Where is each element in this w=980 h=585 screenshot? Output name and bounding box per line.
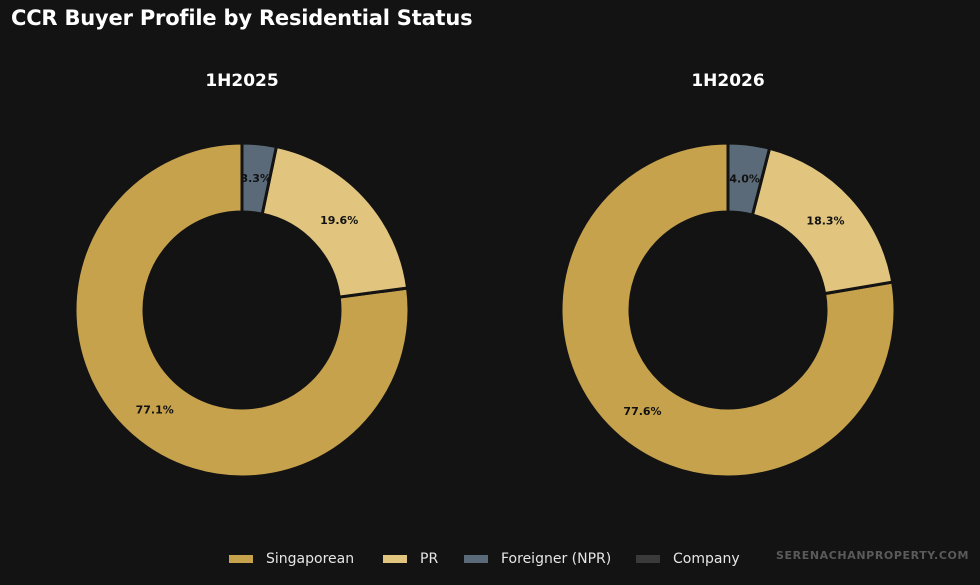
donut-1-slice-foreigner-npr bbox=[240, 141, 279, 216]
legend-item-foreigner: Foreigner (NPR) bbox=[464, 551, 611, 567]
legend-label-foreigner: Foreigner (NPR) bbox=[501, 551, 612, 567]
legend-swatch-foreigner bbox=[464, 555, 488, 563]
donut-1-slice-singaporean bbox=[73, 141, 411, 479]
legend: Singaporean PR Foreigner (NPR) Company bbox=[0, 551, 980, 571]
legend-item-company: Company bbox=[636, 551, 740, 567]
donut-1-label-pr: 19.6% bbox=[320, 214, 358, 227]
donut-1-title: 1H2025 bbox=[205, 71, 278, 91]
donut-1-slice-pr bbox=[260, 144, 410, 299]
donut-2-label-foreigner-npr: 4.0% bbox=[729, 173, 760, 186]
legend-swatch-singaporean bbox=[229, 555, 253, 563]
legend-label-singaporean: Singaporean bbox=[266, 551, 355, 567]
donut-2-label-pr: 18.3% bbox=[806, 214, 844, 227]
legend-swatch-company bbox=[636, 555, 660, 563]
watermark: SERENACHANPROPERTY.COM bbox=[776, 549, 969, 562]
donut-1-label-foreigner-npr: 3.3% bbox=[240, 172, 271, 185]
donut-2-label-singaporean: 77.6% bbox=[623, 405, 661, 418]
donut-2-slice-foreigner-npr bbox=[726, 141, 772, 217]
donut-1-label-singaporean: 77.1% bbox=[136, 404, 174, 417]
donut-2-title: 1H2026 bbox=[691, 71, 764, 91]
legend-label-company: Company bbox=[673, 551, 740, 567]
legend-item-singaporean: Singaporean bbox=[229, 551, 354, 567]
legend-swatch-pr bbox=[383, 555, 407, 563]
legend-label-pr: PR bbox=[420, 551, 439, 567]
donut-2-slice-singaporean bbox=[559, 141, 897, 479]
legend-item-pr: PR bbox=[383, 551, 438, 567]
chart-title: CCR Buyer Profile by Residential Status bbox=[11, 6, 473, 30]
